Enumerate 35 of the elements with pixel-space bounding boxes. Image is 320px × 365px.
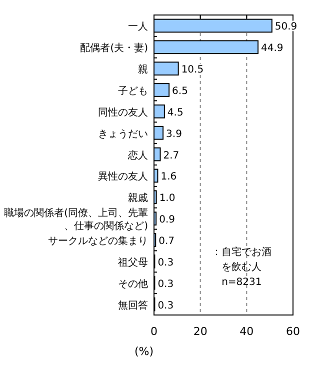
y-tick-label: 子ども bbox=[118, 86, 148, 97]
y-tick-label: 恋人 bbox=[127, 149, 148, 162]
x-tick-label: 0 bbox=[150, 325, 158, 338]
x-tick-label: 40 bbox=[240, 325, 254, 338]
x-axis-title: (%) bbox=[134, 345, 154, 358]
y-tick-label: その他 bbox=[118, 278, 148, 290]
x-tick-label: 20 bbox=[193, 325, 208, 338]
data-label: 0.7 bbox=[158, 236, 175, 247]
data-label: 0.3 bbox=[158, 257, 174, 268]
y-tick-label: 同性の友人 bbox=[98, 106, 148, 118]
x-tick-label: 60 bbox=[286, 325, 300, 338]
data-label: 1.0 bbox=[159, 193, 176, 204]
data-label: 4.5 bbox=[167, 107, 184, 118]
data-label: 1.6 bbox=[160, 172, 177, 183]
y-tick-label: 親戚 bbox=[128, 192, 148, 204]
data-label: 0.3 bbox=[158, 278, 174, 290]
data-label: 3.9 bbox=[166, 128, 182, 140]
data-label: 0.9 bbox=[159, 214, 175, 226]
y-tick-label: 無回答 bbox=[118, 299, 148, 312]
data-label: 44.9 bbox=[261, 43, 284, 54]
y-tick-label: 職場の関係者(同僚、上司、先輩、仕事の関係など) bbox=[4, 207, 148, 232]
y-tick-label: 配偶者(夫・妻) bbox=[80, 42, 148, 54]
y-tick-label: サークルなどの集まり bbox=[48, 235, 148, 247]
y-tick-label: 異性の友人 bbox=[98, 170, 148, 183]
annotation: を飲む人 bbox=[222, 262, 262, 273]
y-tick-label: きょうだい bbox=[98, 128, 148, 140]
y-tick-label: 一人 bbox=[128, 22, 148, 33]
data-label: 10.5 bbox=[181, 64, 204, 76]
data-label: 0.3 bbox=[158, 300, 174, 312]
annotation: n=8231 bbox=[222, 277, 262, 288]
data-label: 2.7 bbox=[163, 150, 180, 162]
data-label: 6.5 bbox=[172, 86, 188, 97]
y-tick-label: 祖父母 bbox=[118, 256, 148, 268]
annotation: ：自宅でお酒 bbox=[212, 246, 272, 258]
y-tick-label: 親 bbox=[138, 64, 148, 76]
